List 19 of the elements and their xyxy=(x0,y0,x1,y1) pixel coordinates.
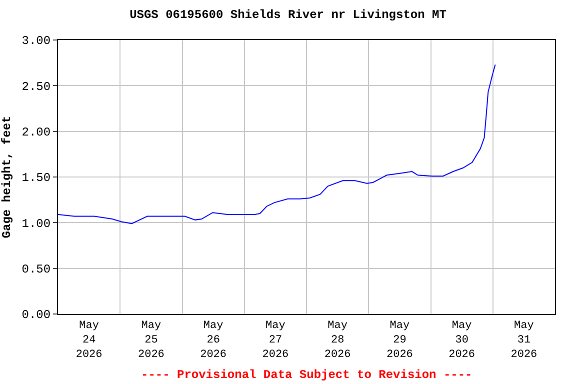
y-tick-label: 0.50 xyxy=(22,262,51,277)
y-tick-label: 1.50 xyxy=(22,171,51,186)
y-axis-title: Gage height, feet xyxy=(0,116,14,238)
x-tick-label: May 27 2026 xyxy=(262,320,289,361)
x-tick-label: May 29 2026 xyxy=(386,320,413,361)
x-tick-label: May 30 2026 xyxy=(448,320,476,361)
y-tick-label: 2.00 xyxy=(22,126,51,140)
line-series xyxy=(58,64,496,224)
x-tick-label: May 25 2026 xyxy=(138,320,164,361)
y-tick-label: 3.00 xyxy=(22,34,51,48)
x-tick-label: May 26 2026 xyxy=(200,320,227,361)
y-tick-label: 1.00 xyxy=(22,216,51,231)
y-tick-label: 0.00 xyxy=(22,308,51,322)
chart-title: USGS 06195600 Shields River nr Livingston MT xyxy=(130,8,446,22)
text: ---- Provisional Data Subject to Revision ---- xyxy=(141,368,472,382)
y-tick-label: 2.50 xyxy=(22,80,51,94)
x-tick-label: May 31 2026 xyxy=(510,320,538,361)
x-tick-label: May 24 2026 xyxy=(76,320,102,361)
x-tick-label: May 28 2026 xyxy=(324,320,351,361)
